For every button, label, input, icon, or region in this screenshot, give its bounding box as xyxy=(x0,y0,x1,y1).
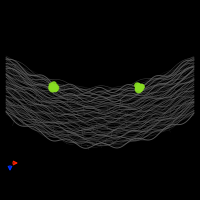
Circle shape xyxy=(137,84,141,88)
Circle shape xyxy=(53,87,58,92)
Circle shape xyxy=(135,86,142,93)
Circle shape xyxy=(139,85,144,90)
Circle shape xyxy=(49,85,54,90)
Circle shape xyxy=(135,83,140,88)
Circle shape xyxy=(140,84,144,89)
Circle shape xyxy=(136,84,142,90)
Circle shape xyxy=(138,84,141,87)
Circle shape xyxy=(136,86,140,91)
Circle shape xyxy=(138,87,143,91)
Circle shape xyxy=(54,85,57,89)
Circle shape xyxy=(50,84,56,90)
Circle shape xyxy=(49,86,56,92)
Circle shape xyxy=(49,83,53,87)
Circle shape xyxy=(52,85,59,91)
Circle shape xyxy=(52,84,57,89)
Circle shape xyxy=(52,82,56,86)
